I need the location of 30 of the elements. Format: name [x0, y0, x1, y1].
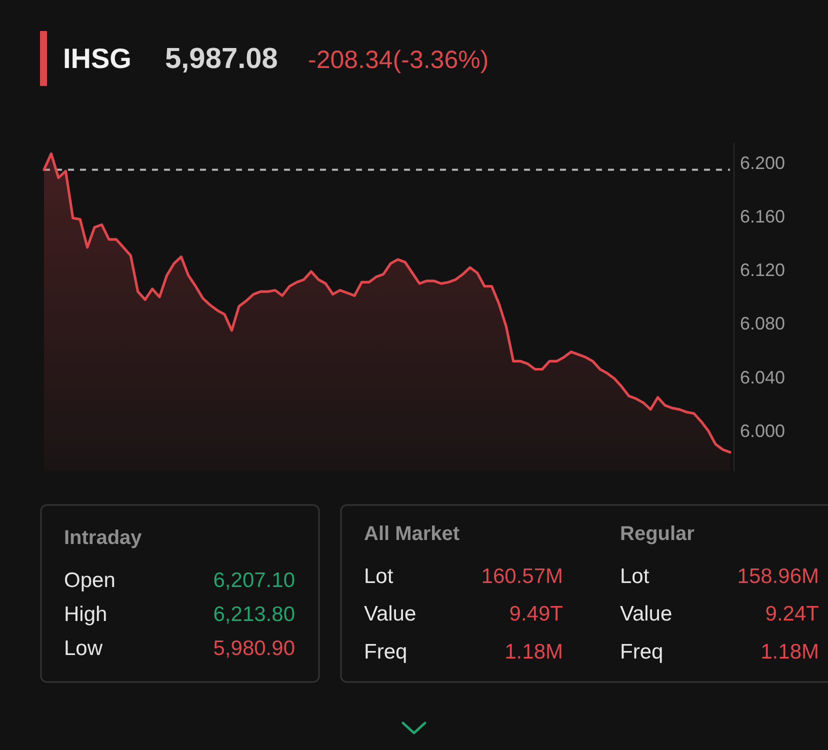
text: 1.18M [760, 640, 819, 663]
text: 6,207.10 [213, 568, 295, 592]
text: 158.96M [737, 564, 819, 588]
text: 6,213.80 [213, 602, 295, 626]
y-tick-label: 6.040 [740, 367, 786, 388]
y-tick-label: 6.160 [740, 206, 786, 227]
category-label: High [64, 602, 108, 626]
y-tick-label: 6.080 [740, 314, 786, 334]
text: 5,980.90 [213, 636, 295, 660]
text: 9.49T [509, 602, 563, 626]
text: Intraday [64, 527, 143, 549]
category-label: Value [364, 602, 416, 626]
category-label: Freq [620, 640, 664, 663]
chart-subtitle: 5,987.08 [165, 43, 278, 75]
text: 160.57M [481, 564, 563, 588]
text: All Market [364, 523, 460, 545]
text: -208.34(-3.36%) [308, 46, 489, 74]
y-tick-label: 6.120 [740, 260, 786, 280]
category-label: Lot [364, 564, 394, 588]
text: 9.24T [765, 602, 819, 626]
text: Regular [620, 523, 695, 545]
y-tick-label: 6.200 [740, 153, 786, 174]
y-tick-label: 6.000 [740, 420, 786, 441]
category-label: Low [64, 636, 104, 660]
category-label: Open [64, 568, 116, 592]
category-label: Lot [620, 564, 650, 588]
category-label: Value [620, 602, 672, 626]
text: 1.18M [504, 640, 563, 663]
chart-title: IHSG [63, 43, 132, 74]
category-label: Freq [364, 640, 408, 663]
